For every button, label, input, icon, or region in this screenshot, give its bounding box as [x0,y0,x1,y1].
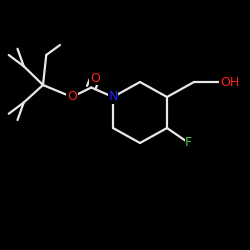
Text: F: F [185,136,192,149]
Text: O: O [67,90,77,104]
Text: N: N [108,90,118,104]
Text: O: O [90,72,100,85]
Text: OH: OH [220,76,239,88]
